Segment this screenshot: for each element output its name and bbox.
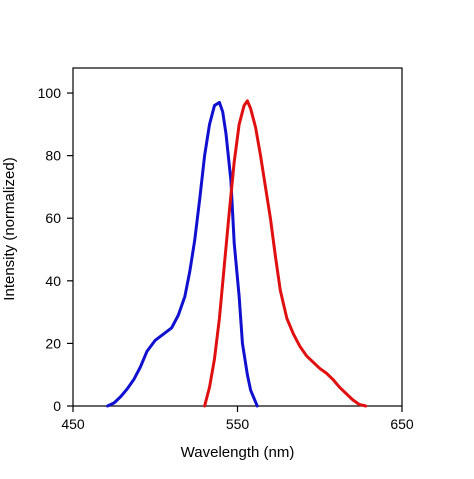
y-tick-label: 20 [45, 335, 61, 351]
x-axis-ticks: 450 550 650 [61, 406, 414, 432]
x-axis-title: Wavelength (nm) [181, 444, 295, 461]
y-axis-title: Intensity (normalized) [1, 157, 18, 300]
y-tick-label: 0 [53, 398, 61, 414]
x-tick-label: 650 [390, 416, 414, 432]
series-line-1 [106, 100, 259, 408]
y-tick-label: 40 [45, 273, 61, 289]
x-tick-label: 450 [61, 416, 85, 432]
y-tick-label: 60 [45, 210, 61, 226]
plot-frame [72, 67, 403, 407]
series-line-2 [203, 99, 368, 408]
y-tick-label: 80 [45, 148, 61, 164]
y-tick-label: 100 [38, 85, 62, 101]
x-tick-label: 550 [226, 416, 250, 432]
y-axis-ticks: 0 20 40 60 80 100 [38, 85, 73, 414]
series-group [106, 99, 368, 408]
